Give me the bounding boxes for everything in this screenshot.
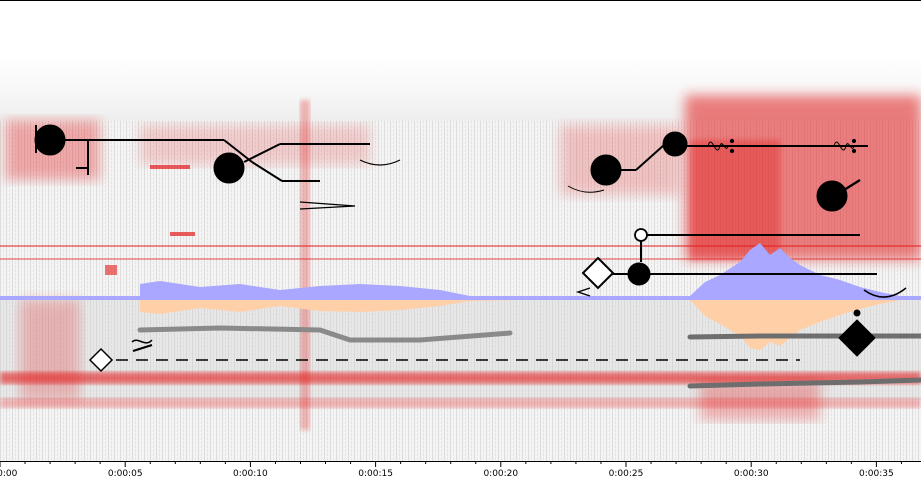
time-tick-label: 0:00:30 [734,469,769,479]
waveform [0,243,921,350]
vibrato-mark [833,141,855,151]
time-ruler[interactable]: 0:00:00 0:00:05 0:00:10 0:00:15 0:00:20 0:00:… [0,461,921,479]
crossing-line [251,161,283,182]
time-tick-label: 0:00:25 [609,469,644,479]
crossing-line [243,143,281,163]
time-tick-label: 0:00:20 [483,469,518,479]
note-head [34,124,66,156]
vibrato-mark [707,141,729,151]
spectrogram-energy [0,95,921,430]
filled-diamond-note [838,319,876,357]
diamond-note [581,256,615,290]
decrescendo-hairpin [299,201,356,210]
time-tick-label: 0:00:10 [233,469,268,479]
diamond-note [88,347,114,373]
time-tick-label: 0:00:35 [859,469,894,479]
time-tick-label: 0:00:15 [358,469,393,479]
slur-mark [863,287,907,298]
pitch-contours [137,325,921,389]
note-head [627,262,651,286]
turn-mark [131,339,153,344]
note-head [213,152,245,184]
slur-mark [567,185,605,193]
note-head [662,131,688,157]
slur-mark [359,159,401,166]
time-tick-label: 0:00:00 [0,469,18,479]
note-head [816,180,848,212]
notation-layer [34,124,907,373]
time-tick-label: 0:00:05 [108,469,143,479]
note-head [590,154,622,186]
hollow-note-head [634,228,648,242]
